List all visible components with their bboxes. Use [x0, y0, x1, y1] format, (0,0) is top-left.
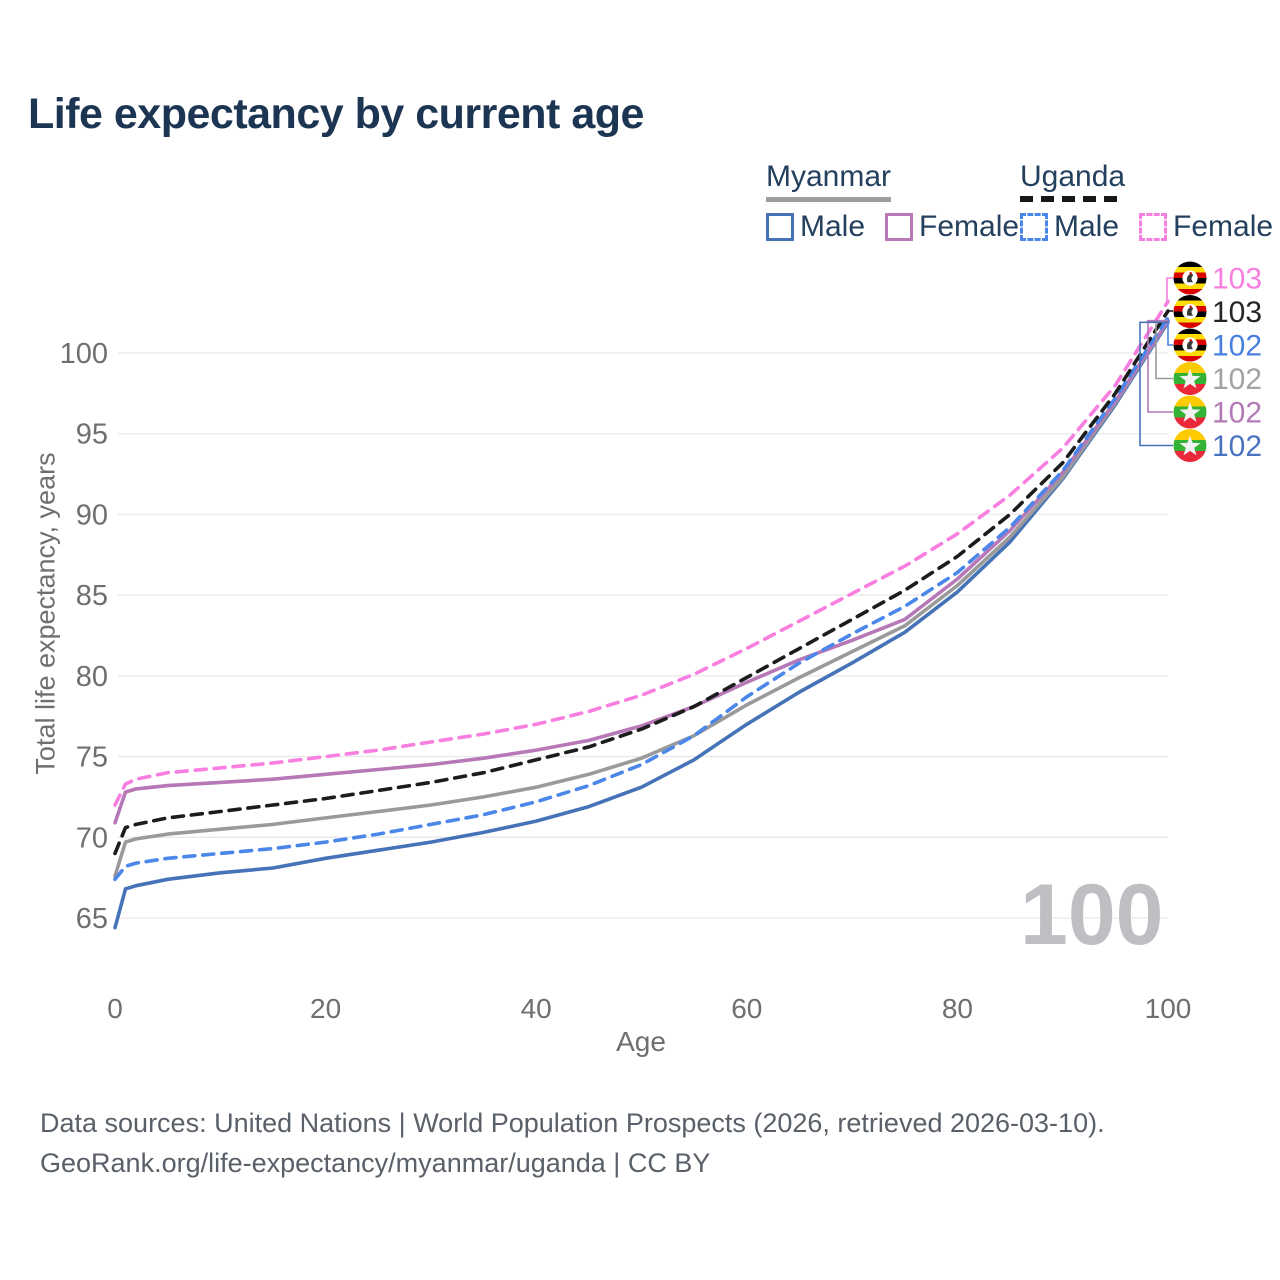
x-tick-20: 20	[310, 993, 341, 1024]
uganda-flag-icon	[1173, 261, 1207, 295]
y-tick-75: 75	[76, 742, 108, 774]
end-label-connector-mm-female	[1147, 319, 1173, 413]
end-value-label-ug-both: 103	[1212, 296, 1262, 329]
x-tick-40: 40	[521, 993, 552, 1024]
legend-country-uganda[interactable]: Uganda	[1020, 160, 1126, 202]
legend-swatch-myanmar-female[interactable]	[885, 213, 914, 241]
series-line-mm-both[interactable]	[113, 318, 1170, 878]
x-axis-title: Age	[616, 1026, 666, 1057]
end-label-connector-mm-male	[1139, 321, 1173, 447]
end-value-label-mm-male: 102	[1212, 430, 1262, 463]
legend-swatch-uganda-male[interactable]	[1020, 213, 1048, 241]
end-label-connector-ug-female	[1166, 277, 1173, 302]
uganda-flag-icon	[1173, 295, 1207, 328]
myanmar-flag-icon	[1173, 395, 1207, 429]
y-tick-80: 80	[76, 661, 108, 693]
myanmar-flag-icon	[1173, 362, 1207, 395]
x-tick-0: 0	[107, 993, 123, 1024]
series-line-mm-male[interactable]	[113, 320, 1170, 930]
x-tick-80: 80	[942, 993, 973, 1024]
x-tick-100: 100	[1145, 993, 1192, 1024]
x-tick-60: 60	[731, 993, 762, 1024]
end-label-connector-ug-male	[1167, 317, 1173, 346]
hovered-age-watermark: 100	[1020, 867, 1164, 963]
y-tick-65: 65	[76, 903, 108, 935]
series-line-mm-female[interactable]	[113, 318, 1170, 825]
series-line-ug-both[interactable]	[113, 309, 1170, 856]
y-tick-85: 85	[76, 580, 108, 612]
myanmar-flag-icon	[1173, 429, 1207, 462]
legend-swatch-myanmar-male[interactable]	[766, 213, 794, 241]
end-value-label-mm-both: 102	[1212, 363, 1262, 396]
legend-group-myanmar: Myanmar Male Female	[766, 160, 1033, 244]
series-line-ug-male[interactable]	[113, 315, 1170, 882]
y-axis-title: Total life expectancy, years	[30, 452, 61, 775]
legend-group-uganda: Uganda Male Female	[1020, 160, 1280, 244]
end-value-label-mm-female: 102	[1212, 397, 1262, 430]
legend-label-uganda-female[interactable]: Female	[1173, 210, 1274, 243]
y-tick-70: 70	[76, 822, 108, 854]
uganda-flag-icon	[1173, 328, 1207, 362]
y-tick-100: 100	[60, 338, 108, 370]
series-line-ug-female[interactable]	[113, 299, 1170, 807]
end-value-label-ug-male: 102	[1212, 330, 1262, 363]
legend-swatch-uganda-female[interactable]	[1139, 213, 1168, 241]
legend-label-myanmar-male[interactable]: Male	[800, 210, 866, 243]
legend-country-myanmar[interactable]: Myanmar	[766, 160, 892, 202]
y-tick-90: 90	[76, 499, 108, 531]
legend-row-myanmar: Male Female	[766, 210, 1033, 244]
legend-label-uganda-male[interactable]: Male	[1054, 210, 1120, 243]
page-title: Life expectancy by current age	[28, 90, 644, 138]
legend-label-myanmar-female[interactable]: Female	[919, 210, 1020, 243]
legend-row-uganda: Male Female	[1020, 210, 1280, 244]
footer-data-sources: Data sources: United Nations | World Pop…	[40, 1108, 1105, 1138]
footer-attribution: GeoRank.org/life-expectancy/myanmar/ugan…	[40, 1148, 711, 1178]
y-tick-95: 95	[76, 419, 108, 451]
end-value-label-ug-female: 103	[1212, 263, 1262, 296]
